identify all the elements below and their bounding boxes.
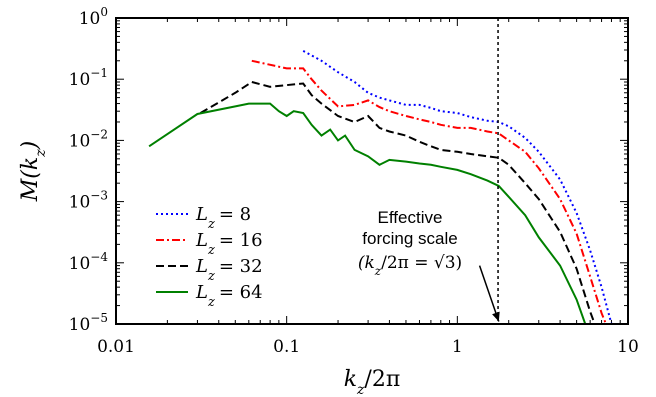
y-axis-title: M(kz) — [18, 141, 49, 202]
y-tick-label: 10−4 — [69, 250, 109, 274]
annotation-line1: Effective — [378, 208, 443, 227]
x-tick-label: 0.01 — [97, 337, 135, 357]
legend-label: Lz = 8 — [195, 204, 251, 232]
axis-ticks — [115, 18, 628, 325]
plot-frame — [115, 17, 629, 325]
y-tick-label: 10−1 — [69, 66, 108, 90]
series-line-3 — [199, 80, 596, 324]
legend-label: Lz = 16 — [195, 230, 263, 258]
series-line-2 — [251, 59, 608, 324]
series-layer — [148, 50, 613, 324]
series-line-4 — [148, 102, 587, 324]
y-tick-label: 10−5 — [69, 311, 108, 335]
legend-label: Lz = 64 — [195, 282, 263, 310]
x-tick-label: 0.1 — [273, 337, 300, 357]
annotation-arrowhead — [492, 311, 500, 322]
annotation-line3: (kz/2π = √3) — [358, 253, 462, 278]
x-tick-label: 10 — [617, 337, 639, 357]
y-tick-label: 10−3 — [69, 189, 108, 213]
annotation-arrow — [478, 265, 500, 322]
y-tick-label: 10−2 — [69, 127, 108, 151]
series-line-1 — [302, 50, 613, 324]
y-tick-label: 100 — [79, 5, 108, 29]
annotation-line2: forcing scale — [362, 229, 457, 248]
annotation: Effective forcing scale (kz/2π = √3) — [358, 18, 500, 324]
x-axis-title: kz/2π — [344, 367, 401, 397]
tick-labels: 0.01 0.1 1 10 100 10−1 10−2 10−3 10−4 10−5 — [69, 5, 639, 357]
x-tick-label: 1 — [452, 337, 463, 357]
legend-label: Lz = 32 — [195, 256, 263, 284]
